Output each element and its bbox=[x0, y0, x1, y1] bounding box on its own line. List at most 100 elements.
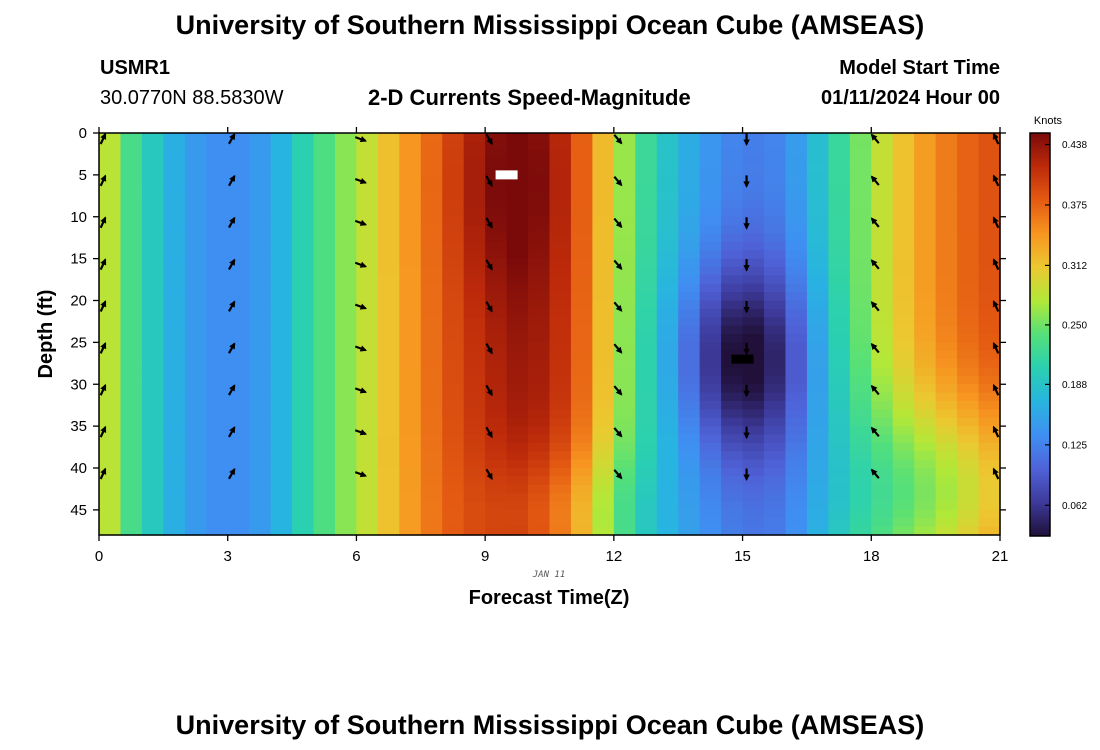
heatmap-cell bbox=[806, 317, 829, 327]
heatmap-cell bbox=[420, 501, 443, 511]
heatmap-cell bbox=[120, 484, 143, 494]
heatmap-cell bbox=[506, 166, 529, 176]
heatmap-cell bbox=[914, 216, 937, 226]
heatmap-cell bbox=[742, 426, 765, 436]
heatmap-cell bbox=[549, 342, 572, 352]
heatmap-cell bbox=[678, 484, 701, 494]
heatmap-cell bbox=[206, 200, 229, 209]
heatmap-cell bbox=[99, 350, 122, 360]
heatmap-cell bbox=[506, 250, 529, 260]
heatmap-cell bbox=[334, 317, 358, 327]
heatmap-cell bbox=[549, 468, 572, 477]
heatmap-cell bbox=[892, 258, 915, 268]
heatmap-cell bbox=[828, 350, 851, 360]
heatmap-cell bbox=[377, 267, 400, 276]
heatmap-cell bbox=[892, 476, 915, 486]
heatmap-cell bbox=[334, 459, 358, 469]
heatmap-cell bbox=[613, 141, 636, 151]
heatmap-cell bbox=[849, 325, 872, 335]
heatmap-cell bbox=[99, 300, 122, 310]
heatmap-cell bbox=[377, 476, 400, 486]
heatmap-cell bbox=[399, 174, 422, 184]
heatmap-cell bbox=[849, 166, 872, 176]
current-arrow bbox=[99, 467, 107, 480]
heatmap-cell bbox=[828, 442, 851, 452]
heatmap-cell bbox=[442, 241, 465, 251]
heatmap-cell bbox=[377, 350, 400, 360]
heatmap-cell bbox=[806, 342, 829, 352]
heatmap-cell bbox=[528, 233, 551, 243]
heatmap-cell bbox=[120, 308, 143, 318]
heatmap-cell bbox=[356, 292, 379, 302]
heatmap-cell bbox=[849, 133, 872, 142]
heatmap-cell bbox=[742, 158, 765, 168]
heatmap-cell bbox=[528, 476, 551, 486]
heatmap-cell bbox=[206, 375, 229, 385]
heatmap-cell bbox=[270, 384, 293, 394]
heatmap-cell bbox=[206, 241, 229, 251]
heatmap-cell bbox=[699, 484, 722, 494]
heatmap-cell bbox=[656, 426, 679, 436]
colorbar-tick-label: 0.062 bbox=[1062, 501, 1087, 512]
heatmap-cell bbox=[764, 367, 787, 377]
heatmap-cell bbox=[764, 468, 787, 477]
heatmap-cell bbox=[120, 334, 143, 343]
heatmap-cell bbox=[141, 375, 164, 385]
heatmap-cell bbox=[828, 233, 851, 243]
heatmap-cell bbox=[764, 292, 787, 302]
heatmap-cell bbox=[721, 149, 744, 159]
x-axis-label: Forecast Time(Z) bbox=[469, 587, 630, 609]
heatmap-cell bbox=[399, 459, 422, 469]
heatmap-cell bbox=[806, 166, 829, 176]
heatmap-cell bbox=[270, 442, 293, 452]
heatmap-cell bbox=[592, 384, 615, 394]
heatmap-cell bbox=[742, 241, 765, 251]
heatmap-cell bbox=[828, 518, 851, 528]
heatmap-cell bbox=[184, 292, 207, 302]
heatmap-cell bbox=[313, 334, 336, 343]
heatmap-cell bbox=[957, 367, 980, 377]
heatmap-cell bbox=[120, 241, 143, 251]
heatmap-cell bbox=[592, 300, 615, 310]
heatmap-cell bbox=[570, 476, 594, 486]
heatmap-cell bbox=[356, 149, 379, 159]
heatmap-cell bbox=[528, 191, 551, 201]
heatmap-cell bbox=[141, 401, 164, 410]
heatmap-cell bbox=[184, 191, 207, 201]
heatmap-cell bbox=[506, 158, 529, 168]
colorbar-tick-label: 0.250 bbox=[1062, 320, 1087, 331]
current-arrow bbox=[992, 174, 1000, 187]
heatmap-cell bbox=[206, 401, 229, 410]
heatmap-cell bbox=[292, 518, 315, 528]
heatmap-cell bbox=[699, 401, 722, 410]
heatmap-cell bbox=[699, 241, 722, 251]
current-arrow bbox=[228, 174, 236, 187]
heatmap-cell bbox=[806, 258, 829, 268]
heatmap-cell bbox=[892, 484, 915, 494]
heatmap-cell bbox=[184, 434, 207, 444]
heatmap-cell bbox=[806, 216, 829, 226]
heatmap-cell bbox=[570, 191, 594, 201]
heatmap-cell bbox=[356, 183, 379, 193]
heatmap-cell bbox=[785, 409, 808, 419]
heatmap-cell bbox=[463, 158, 486, 168]
heatmap-cell bbox=[442, 174, 465, 184]
heatmap-cell bbox=[764, 208, 787, 218]
heatmap-cell bbox=[635, 317, 658, 327]
heatmap-cell bbox=[506, 484, 529, 494]
heatmap-cell bbox=[528, 258, 551, 268]
x-tick-label: 0 bbox=[95, 548, 103, 565]
heatmap-cell bbox=[914, 267, 937, 276]
heatmap-cell bbox=[914, 350, 937, 360]
heatmap-cell bbox=[592, 200, 615, 209]
heatmap-cell bbox=[99, 149, 122, 159]
heatmap-cell bbox=[978, 476, 1001, 486]
heatmap-cell bbox=[871, 216, 894, 226]
heatmap-cell bbox=[334, 334, 358, 343]
heatmap-cell bbox=[249, 451, 272, 461]
heatmap-cell bbox=[270, 191, 293, 201]
heatmap-cell bbox=[184, 401, 207, 410]
heatmap-cell bbox=[914, 451, 937, 461]
heatmap-cell bbox=[613, 191, 636, 201]
heatmap-cell bbox=[849, 300, 872, 310]
